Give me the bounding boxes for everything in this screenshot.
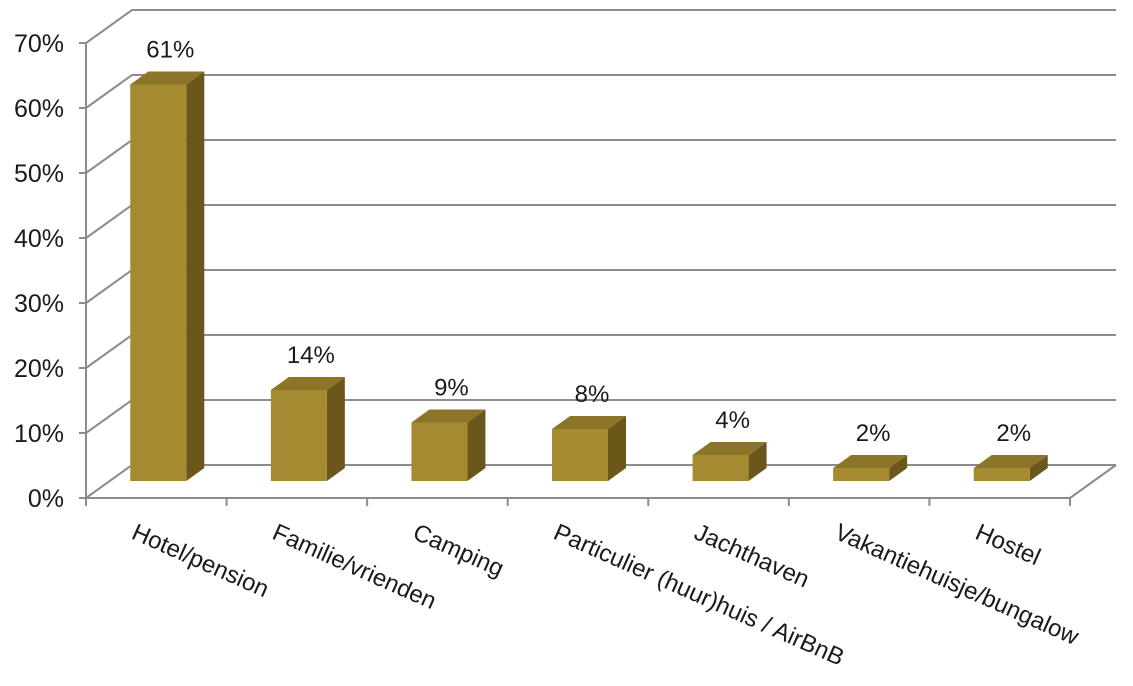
bar-side [889, 455, 908, 481]
bar [833, 455, 908, 481]
bar-front [833, 468, 890, 481]
data-label: 2% [996, 420, 1031, 447]
gridline [85, 9, 1116, 44]
gridline [85, 204, 1116, 239]
bar-top [692, 442, 767, 455]
bar-front [411, 422, 468, 481]
bar-side [467, 409, 486, 481]
data-label: 2% [856, 420, 891, 447]
y-tick-label: 50% [14, 160, 64, 188]
bars [130, 71, 1048, 481]
y-tick-label: 60% [14, 95, 64, 123]
x-category-label: Vakantiehuisje/bungalow [831, 519, 1084, 651]
data-labels: 61% 14% 9% 8% 4% 2% 2% [146, 37, 1031, 448]
bar-front [270, 390, 327, 481]
x-category-label: Hostel [971, 519, 1044, 571]
gridline [85, 334, 1116, 369]
y-tick-label: 0% [28, 485, 64, 513]
bar [270, 377, 345, 481]
bar-side [326, 377, 345, 481]
y-tick-label: 40% [14, 225, 64, 253]
data-label: 4% [715, 407, 750, 434]
bar-top [270, 377, 345, 390]
gridline [85, 139, 1116, 174]
x-category-label: Jachthaven [690, 519, 813, 594]
x-category-label: Camping [409, 519, 508, 583]
bar-front [692, 455, 749, 481]
x-category-label: Hotel/pension [128, 519, 273, 603]
y-tick-label: 20% [14, 355, 64, 383]
bar [130, 71, 205, 481]
bar-top [552, 416, 626, 429]
y-axis-tick-labels: 0% 10% 20% 30% 40% 50% 60% 70% [14, 30, 64, 513]
bar-front [552, 429, 608, 481]
bar [411, 409, 486, 481]
bar [552, 416, 626, 481]
bar-side [1029, 455, 1048, 481]
bar-side [608, 416, 626, 481]
axes [79, 42, 1117, 506]
y-tick-label: 10% [14, 420, 64, 448]
bar-top [130, 71, 205, 85]
bar [692, 442, 767, 481]
data-label: 9% [434, 375, 469, 402]
bar-top [973, 455, 1048, 468]
bar-front [973, 468, 1030, 481]
bar-front [130, 84, 187, 481]
bar-top [833, 455, 908, 468]
gridline [85, 269, 1116, 304]
data-label: 61% [146, 37, 194, 64]
bar [973, 455, 1048, 481]
gridline [85, 74, 1116, 109]
data-label: 14% [287, 342, 335, 369]
data-label: 8% [575, 381, 610, 408]
y-tick-label: 30% [14, 290, 64, 318]
bar-side [186, 71, 205, 481]
floor-edge [1069, 464, 1117, 499]
y-tick-label: 70% [14, 30, 64, 58]
bar-top [411, 409, 486, 423]
